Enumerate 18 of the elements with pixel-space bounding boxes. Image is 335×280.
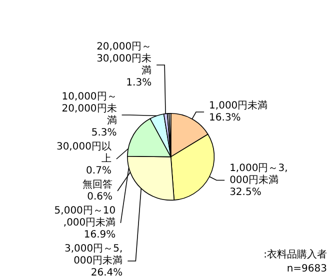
data-label: 1.3% (126, 78, 152, 88)
text: n=9683 (286, 264, 328, 274)
text: :衣料品購入者 (264, 248, 328, 260)
slice-label: 10,000円～20,000円未満 (62, 92, 117, 126)
data-label: 32.5% (230, 186, 262, 198)
slice-label: 1,000円～3,000円未満 (230, 162, 288, 186)
slice-label: 1,000円未満 (209, 99, 268, 112)
data-label: 0.7% (86, 166, 112, 176)
slice-label: 3,000円～5,000円未満 (64, 244, 123, 266)
slice-label: 5,000円～10,000円未満 (54, 206, 116, 228)
slice-label: 無回答 (82, 178, 113, 190)
slice-label: 30,000円以上 (56, 140, 112, 164)
data-label: 16.9% (84, 230, 116, 240)
data-label: 16.3% (209, 112, 241, 124)
data-label: 26.4% (90, 268, 123, 278)
slice-label: 20,000円～30,000円未満 (96, 42, 152, 76)
data-label: 5.3% (91, 128, 117, 138)
data-label: 0.6% (87, 192, 113, 202)
